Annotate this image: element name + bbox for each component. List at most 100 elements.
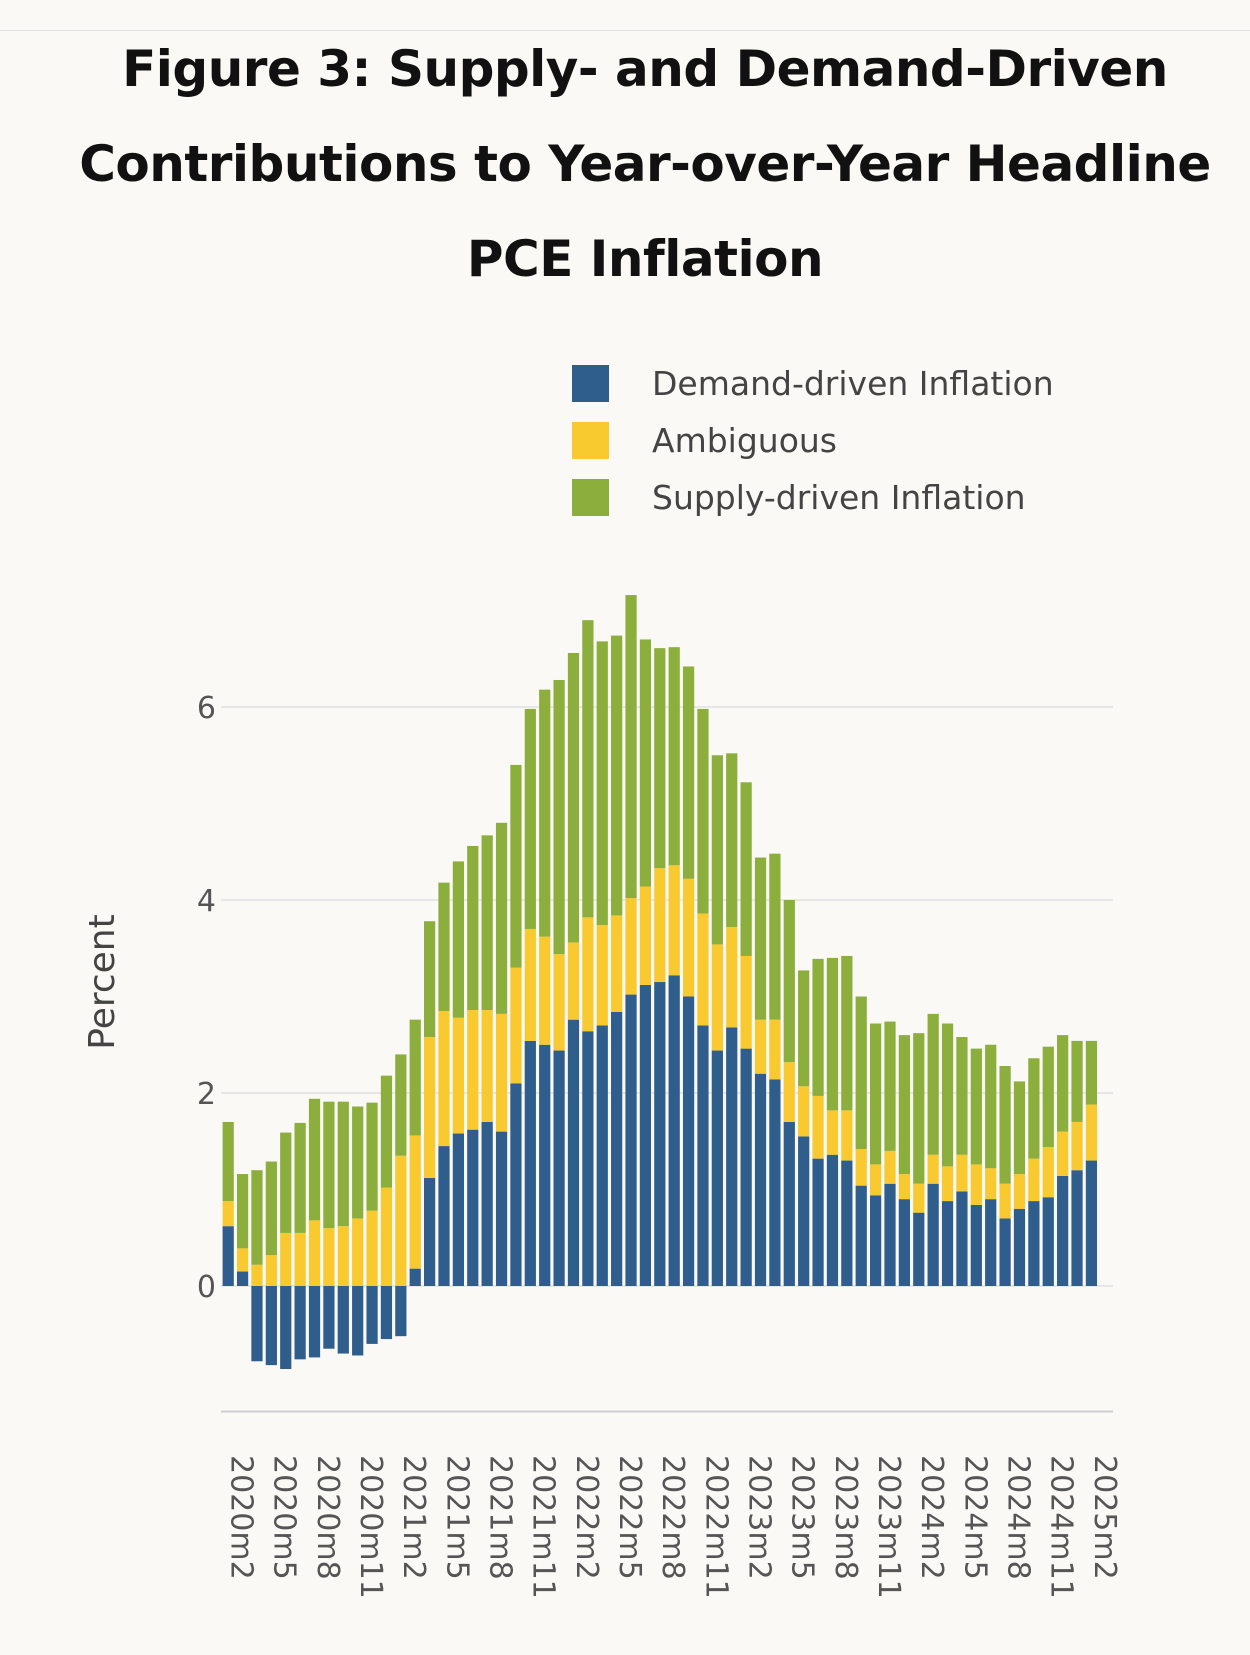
bar-demand-2020m6[interactable] (294, 1286, 306, 1360)
bar-supply-2020m8[interactable] (323, 1101, 335, 1229)
bar-demand-2023m4[interactable] (783, 1121, 795, 1286)
bar-ambiguous-2022m11[interactable] (711, 944, 723, 1051)
bar-supply-2023m12[interactable] (898, 1035, 910, 1175)
bar-ambiguous-2021m3[interactable] (424, 1037, 436, 1178)
legend-item-ambiguous[interactable]: Ambiguous (572, 412, 1054, 469)
bar-supply-2024m1[interactable] (913, 1033, 925, 1184)
bar-demand-2024m7[interactable] (999, 1218, 1011, 1286)
bar-demand-2022m5[interactable] (625, 994, 637, 1286)
bar-demand-2024m8[interactable] (1013, 1208, 1026, 1286)
bar-supply-2024m6[interactable] (985, 1044, 997, 1169)
bar-supply-2022m7[interactable] (654, 648, 666, 869)
bar-supply-2021m7[interactable] (481, 835, 493, 1011)
bar-supply-2023m3[interactable] (769, 853, 781, 1020)
bar-demand-2024m2[interactable] (927, 1183, 939, 1286)
bar-demand-2023m3[interactable] (769, 1079, 781, 1286)
bar-demand-2023m11[interactable] (884, 1183, 896, 1286)
bar-supply-2023m7[interactable] (826, 957, 839, 1111)
bar-ambiguous-2022m8[interactable] (668, 865, 680, 976)
bar-ambiguous-2020m9[interactable] (337, 1226, 349, 1286)
bar-supply-2022m9[interactable] (682, 666, 695, 879)
bar-ambiguous-2023m12[interactable] (898, 1174, 910, 1200)
bar-ambiguous-2021m12[interactable] (553, 954, 565, 1051)
bar-supply-2023m10[interactable] (870, 1023, 882, 1165)
bar-ambiguous-2023m8[interactable] (841, 1110, 853, 1161)
bar-ambiguous-2020m10[interactable] (352, 1218, 364, 1286)
bar-supply-2022m6[interactable] (639, 639, 652, 887)
bar-demand-2020m11[interactable] (366, 1286, 378, 1344)
bar-supply-2024m9[interactable] (1028, 1058, 1040, 1159)
bar-supply-2024m2[interactable] (927, 1013, 939, 1155)
bar-ambiguous-2022m3[interactable] (596, 925, 608, 1026)
bar-ambiguous-2021m10[interactable] (524, 928, 536, 1041)
bar-ambiguous-2020m5[interactable] (280, 1232, 292, 1286)
bar-supply-2025m1[interactable] (1085, 1040, 1098, 1105)
bar-supply-2022m1[interactable] (567, 652, 580, 943)
bar-demand-2021m1[interactable] (395, 1286, 407, 1337)
bar-ambiguous-2020m7[interactable] (308, 1220, 321, 1286)
bar-supply-2024m11[interactable] (1057, 1035, 1069, 1132)
bar-ambiguous-2023m4[interactable] (783, 1062, 795, 1122)
bar-ambiguous-2022m9[interactable] (682, 878, 695, 997)
bar-ambiguous-2023m1[interactable] (740, 955, 752, 1049)
bar-demand-2020m1[interactable] (222, 1226, 234, 1286)
bar-demand-2023m1[interactable] (740, 1048, 752, 1286)
bar-supply-2023m5[interactable] (798, 970, 810, 1087)
bar-supply-2024m3[interactable] (941, 1023, 954, 1167)
bar-supply-2022m2[interactable] (582, 620, 594, 918)
bar-demand-2023m5[interactable] (798, 1136, 810, 1286)
bar-supply-2020m3[interactable] (251, 1170, 263, 1265)
bar-supply-2021m2[interactable] (409, 1019, 421, 1136)
bar-supply-2021m10[interactable] (524, 708, 536, 929)
bar-demand-2021m12[interactable] (553, 1050, 565, 1286)
bar-supply-2020m5[interactable] (280, 1132, 292, 1233)
bar-demand-2022m9[interactable] (682, 996, 695, 1287)
bar-ambiguous-2020m8[interactable] (323, 1228, 335, 1286)
bar-supply-2020m9[interactable] (337, 1101, 349, 1227)
bar-demand-2025m1[interactable] (1085, 1160, 1098, 1286)
bar-ambiguous-2022m7[interactable] (654, 868, 666, 983)
bar-demand-2022m8[interactable] (668, 975, 680, 1286)
bar-ambiguous-2024m12[interactable] (1071, 1121, 1083, 1171)
bar-ambiguous-2024m5[interactable] (970, 1164, 982, 1205)
bar-demand-2024m9[interactable] (1028, 1201, 1040, 1286)
bar-ambiguous-2024m10[interactable] (1042, 1147, 1054, 1198)
bar-demand-2024m3[interactable] (941, 1201, 954, 1286)
bar-supply-2021m12[interactable] (553, 679, 565, 955)
bar-supply-2020m2[interactable] (236, 1174, 249, 1249)
bar-ambiguous-2024m7[interactable] (999, 1183, 1011, 1219)
bar-ambiguous-2023m6[interactable] (812, 1095, 824, 1159)
bar-demand-2022m11[interactable] (711, 1050, 723, 1286)
bar-demand-2021m3[interactable] (424, 1177, 436, 1286)
bar-supply-2021m3[interactable] (424, 921, 436, 1038)
bar-demand-2020m9[interactable] (337, 1286, 349, 1354)
bar-ambiguous-2020m2[interactable] (236, 1248, 249, 1272)
bar-supply-2022m3[interactable] (596, 641, 608, 926)
bar-ambiguous-2024m3[interactable] (941, 1166, 954, 1202)
bar-demand-2023m7[interactable] (826, 1154, 839, 1286)
bar-ambiguous-2020m1[interactable] (222, 1201, 234, 1227)
bar-demand-2021m5[interactable] (452, 1133, 464, 1286)
bar-ambiguous-2024m8[interactable] (1013, 1174, 1026, 1209)
bar-ambiguous-2023m3[interactable] (769, 1019, 781, 1080)
bar-ambiguous-2020m12[interactable] (380, 1187, 393, 1286)
bar-supply-2024m5[interactable] (970, 1048, 982, 1165)
bar-ambiguous-2020m11[interactable] (366, 1210, 378, 1286)
bar-demand-2021m4[interactable] (438, 1146, 450, 1286)
bar-demand-2022m4[interactable] (611, 1011, 623, 1286)
bar-supply-2024m8[interactable] (1013, 1081, 1026, 1175)
bar-ambiguous-2021m9[interactable] (510, 967, 522, 1084)
bar-ambiguous-2021m1[interactable] (395, 1155, 407, 1286)
bar-supply-2022m4[interactable] (611, 635, 623, 916)
bar-demand-2020m8[interactable] (323, 1286, 335, 1349)
bar-demand-2021m6[interactable] (467, 1129, 479, 1286)
bar-demand-2024m5[interactable] (970, 1204, 982, 1286)
bar-ambiguous-2023m7[interactable] (826, 1110, 839, 1155)
bar-ambiguous-2023m2[interactable] (754, 1019, 767, 1074)
bar-supply-2022m10[interactable] (697, 708, 709, 914)
bar-supply-2023m1[interactable] (740, 782, 752, 956)
bar-demand-2023m9[interactable] (855, 1185, 867, 1286)
bar-demand-2021m9[interactable] (510, 1083, 522, 1286)
bar-ambiguous-2024m6[interactable] (985, 1168, 997, 1200)
bar-supply-2021m6[interactable] (467, 845, 479, 1011)
